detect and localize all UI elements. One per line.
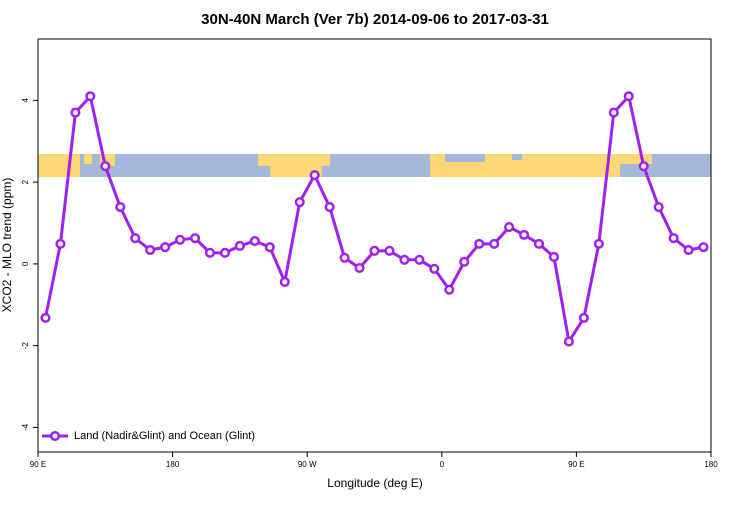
data-point [369, 245, 380, 256]
data-point [354, 262, 365, 274]
data-point [623, 91, 634, 102]
data-point [219, 247, 230, 258]
data-point [130, 233, 141, 244]
data-point [160, 242, 171, 253]
data-point [504, 222, 515, 233]
land-ocean-band [38, 154, 711, 177]
data-point [489, 238, 500, 249]
data-point [533, 238, 545, 249]
y-tick-label: -2 [21, 342, 30, 350]
data-point [279, 276, 290, 287]
data-point [548, 251, 560, 262]
series-line [44, 93, 704, 346]
data-point [698, 242, 709, 253]
data-point [668, 233, 679, 244]
data-point [189, 233, 201, 244]
data-point [55, 238, 66, 249]
y-axis-label: XCO2 - MLO trend (ppm) [0, 178, 14, 313]
data-point [249, 235, 260, 247]
data-point [70, 107, 81, 118]
y-tick-label: 0 [21, 261, 30, 266]
x-tick-label: 180 [166, 460, 180, 469]
y-tick-label: 4 [21, 98, 30, 103]
data-point [85, 91, 96, 102]
data-point [324, 202, 335, 213]
data-point [399, 254, 410, 265]
data-point [339, 252, 350, 263]
chart-title: 30N-40N March (Ver 7b) 2014-09-06 to 201… [201, 11, 549, 28]
data-point [474, 238, 485, 249]
data-point [593, 238, 604, 249]
data-point [204, 247, 216, 258]
data-point [175, 234, 186, 245]
data-point [234, 240, 245, 251]
data-point [578, 312, 589, 323]
data-point [653, 202, 664, 213]
data-point [40, 312, 51, 323]
data-point [429, 263, 440, 274]
data-point [638, 161, 649, 172]
x-tick-label: 90 E [30, 460, 46, 469]
data-point [563, 336, 574, 347]
legend-label: Land (Nadir&Glint) and Ocean (Glint) [74, 430, 255, 442]
legend-marker [49, 430, 61, 442]
data-point [519, 229, 530, 240]
x-tick-label: 180 [704, 460, 718, 469]
x-tick-label: 90 E [568, 460, 584, 469]
y-tick-label: 2 [21, 179, 30, 184]
data-point [444, 284, 455, 295]
plot-frame [37, 38, 712, 453]
data-point [683, 244, 694, 256]
data-point [264, 242, 275, 253]
data-point [115, 202, 126, 213]
x-axis-label: Longitude (deg E) [327, 476, 422, 490]
data-point [294, 197, 305, 208]
data-point [608, 107, 619, 118]
data-point [459, 256, 470, 267]
data-point [414, 254, 425, 265]
data-point [100, 161, 111, 172]
data-point [384, 245, 395, 256]
x-tick-label: 90 W [298, 460, 317, 469]
data-point [145, 244, 156, 256]
data-point [309, 170, 320, 181]
x-tick-label: 0 [440, 460, 445, 469]
y-tick-label: -4 [21, 423, 30, 431]
